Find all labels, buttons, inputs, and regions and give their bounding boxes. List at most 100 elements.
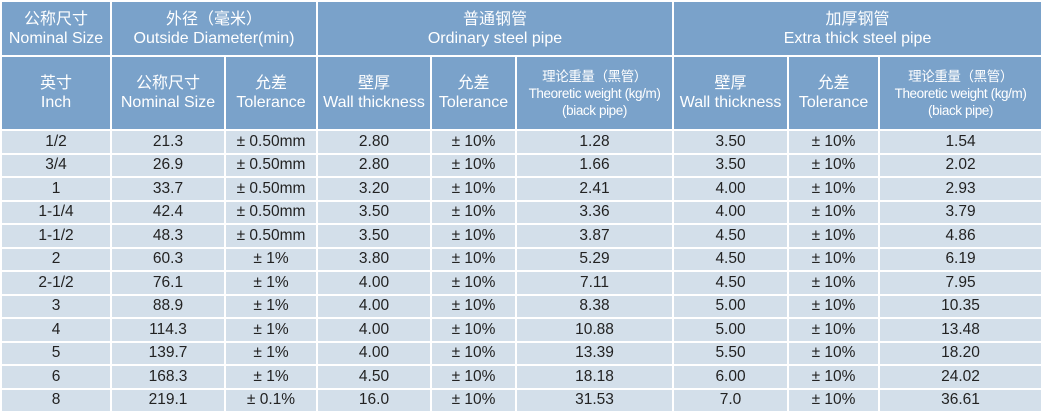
cell-ordinary-weight: 18.18	[514, 364, 675, 390]
cell-extra-weight: 2.02	[878, 152, 1044, 178]
table-row: 4 114.3 ± 1% 4.00 ± 10% 10.88 5.00 ± 10% 13.48	[0, 317, 1044, 343]
table-row: 1/2 21.3 ± 0.50mm 2.80 ± 10% 1.28 3.50 ± 10% 1.5…	[0, 129, 1044, 155]
cell-extra-weight: 7.95	[878, 270, 1044, 296]
cell-extra-wall-thickness: 5.00	[672, 317, 790, 343]
table-row: 5 139.7 ± 1% 4.00 ± 10% 13.39 5.50 ± 10% 18.20	[0, 340, 1044, 366]
cell-extra-weight: 6.19	[878, 246, 1044, 272]
table-row: 1-1/2 48.3 ± 0.50mm 3.50 ± 10% 3.87 4.50 ± 10% 4…	[0, 223, 1044, 249]
cell-od-tolerance: ± 1%	[224, 340, 318, 366]
cell-od-nominal-size: 88.9	[110, 293, 226, 319]
cell-ordinary-wall-thickness: 3.50	[316, 199, 432, 225]
cell-extra-tolerance: ± 10%	[787, 387, 881, 413]
cell-inch: 4	[0, 317, 112, 343]
cell-ordinary-weight: 10.88	[514, 317, 675, 343]
cell-ordinary-wall-thickness: 3.20	[316, 176, 432, 202]
cell-inch: 1/2	[0, 129, 112, 155]
cell-ordinary-weight: 5.29	[514, 246, 675, 272]
header-extra-weight: 理论重量（黑管） Theoretic weight (kg/m) (biack pi…	[878, 55, 1044, 131]
cell-ordinary-tolerance: ± 10%	[430, 364, 517, 390]
header-ordinary-wall-thickness: 壁厚 Wall thickness	[316, 55, 432, 131]
cell-ordinary-wall-thickness: 4.00	[316, 317, 432, 343]
cell-od-tolerance: ± 0.50mm	[224, 223, 318, 249]
cell-od-nominal-size: 26.9	[110, 152, 226, 178]
cell-extra-tolerance: ± 10%	[787, 152, 881, 178]
cell-od-nominal-size: 219.1	[110, 387, 226, 413]
cell-ordinary-wall-thickness: 2.80	[316, 129, 432, 155]
cell-od-tolerance: ± 1%	[224, 293, 318, 319]
cell-extra-weight: 18.20	[878, 340, 1044, 366]
cell-ordinary-weight: 7.11	[514, 270, 675, 296]
cell-od-nominal-size: 42.4	[110, 199, 226, 225]
header-outside-diameter: 外径（毫米） Outside Diameter(min)	[110, 0, 318, 57]
cell-extra-wall-thickness: 5.00	[672, 293, 790, 319]
cell-extra-wall-thickness: 4.50	[672, 246, 790, 272]
header-nominal-size: 公称尺寸 Nominal Size	[0, 0, 112, 57]
cell-ordinary-weight: 2.41	[514, 176, 675, 202]
cell-ordinary-wall-thickness: 4.00	[316, 340, 432, 366]
cell-extra-wall-thickness: 3.50	[672, 129, 790, 155]
cell-ordinary-wall-thickness: 4.50	[316, 364, 432, 390]
cell-extra-weight: 1.54	[878, 129, 1044, 155]
cell-extra-tolerance: ± 10%	[787, 129, 881, 155]
cell-extra-weight: 4.86	[878, 223, 1044, 249]
cell-inch: 1-1/4	[0, 199, 112, 225]
header-extra-wall-thickness: 壁厚 Wall thickness	[672, 55, 790, 131]
cell-ordinary-tolerance: ± 10%	[430, 387, 517, 413]
cell-inch: 1	[0, 176, 112, 202]
cell-extra-wall-thickness: 6.00	[672, 364, 790, 390]
table-row: 8 219.1 ± 0.1% 16.0 ± 10% 31.53 7.0 ± 10% 36.61	[0, 387, 1044, 413]
table-row: 1 33.7 ± 0.50mm 3.20 ± 10% 2.41 4.00 ± 10% 2.93	[0, 176, 1044, 202]
table-row: 6 168.3 ± 1% 4.50 ± 10% 18.18 6.00 ± 10% 24.02	[0, 364, 1044, 390]
header-inch: 英寸 Inch	[0, 55, 112, 131]
header-od-nominal-size: 公称尺寸 Nominal Size	[110, 55, 226, 131]
cell-ordinary-tolerance: ± 10%	[430, 176, 517, 202]
cell-ordinary-wall-thickness: 2.80	[316, 152, 432, 178]
table-row: 2 60.3 ± 1% 3.80 ± 10% 5.29 4.50 ± 10% 6.19	[0, 246, 1044, 272]
cell-inch: 2-1/2	[0, 270, 112, 296]
cell-inch: 2	[0, 246, 112, 272]
cell-extra-weight: 2.93	[878, 176, 1044, 202]
cell-ordinary-wall-thickness: 3.50	[316, 223, 432, 249]
header-extra-thick-steel-pipe: 加厚钢管 Extra thick steel pipe	[672, 0, 1044, 57]
header-ordinary-tolerance: 允差 Tolerance	[430, 55, 517, 131]
cell-extra-tolerance: ± 10%	[787, 317, 881, 343]
cell-od-nominal-size: 21.3	[110, 129, 226, 155]
cell-ordinary-wall-thickness: 16.0	[316, 387, 432, 413]
table-row: 2-1/2 76.1 ± 1% 4.00 ± 10% 7.11 4.50 ± 10% 7.95	[0, 270, 1044, 296]
cell-inch: 3/4	[0, 152, 112, 178]
cell-extra-wall-thickness: 4.50	[672, 270, 790, 296]
cell-extra-tolerance: ± 10%	[787, 270, 881, 296]
cell-od-tolerance: ± 0.50mm	[224, 199, 318, 225]
cell-extra-weight: 36.61	[878, 387, 1044, 413]
cell-od-nominal-size: 60.3	[110, 246, 226, 272]
cell-ordinary-weight: 3.36	[514, 199, 675, 225]
cell-od-nominal-size: 168.3	[110, 364, 226, 390]
cell-ordinary-weight: 13.39	[514, 340, 675, 366]
cell-od-tolerance: ± 1%	[224, 364, 318, 390]
cell-ordinary-tolerance: ± 10%	[430, 270, 517, 296]
cell-extra-wall-thickness: 4.00	[672, 176, 790, 202]
cell-extra-wall-thickness: 5.50	[672, 340, 790, 366]
table-row: 3/4 26.9 ± 0.50mm 2.80 ± 10% 1.66 3.50 ± 10% 2.0…	[0, 152, 1044, 178]
header-row-top: 公称尺寸 Nominal Size 外径（毫米） Outside Diameter(…	[0, 0, 1044, 57]
cell-extra-wall-thickness: 3.50	[672, 152, 790, 178]
table-body: 1/2 21.3 ± 0.50mm 2.80 ± 10% 1.28 3.50 ± 10% 1.5…	[0, 129, 1044, 413]
table-row: 3 88.9 ± 1% 4.00 ± 10% 8.38 5.00 ± 10% 10.35	[0, 293, 1044, 319]
cell-ordinary-tolerance: ± 10%	[430, 152, 517, 178]
cell-ordinary-tolerance: ± 10%	[430, 129, 517, 155]
cell-od-nominal-size: 139.7	[110, 340, 226, 366]
cell-ordinary-tolerance: ± 10%	[430, 223, 517, 249]
cell-extra-tolerance: ± 10%	[787, 199, 881, 225]
header-ordinary-steel-pipe: 普通钢管 Ordinary steel pipe	[315, 0, 675, 57]
cell-ordinary-weight: 8.38	[514, 293, 675, 319]
cell-ordinary-wall-thickness: 3.80	[316, 246, 432, 272]
cell-inch: 5	[0, 340, 112, 366]
cell-ordinary-wall-thickness: 4.00	[316, 270, 432, 296]
cell-inch: 8	[0, 387, 112, 413]
cell-ordinary-tolerance: ± 10%	[430, 317, 517, 343]
header-ordinary-weight: 理论重量（黑管） Theoretic weight (kg/m) (biack pi…	[514, 55, 675, 131]
cell-ordinary-weight: 1.66	[514, 152, 675, 178]
cell-od-tolerance: ± 1%	[224, 246, 318, 272]
cell-inch: 6	[0, 364, 112, 390]
